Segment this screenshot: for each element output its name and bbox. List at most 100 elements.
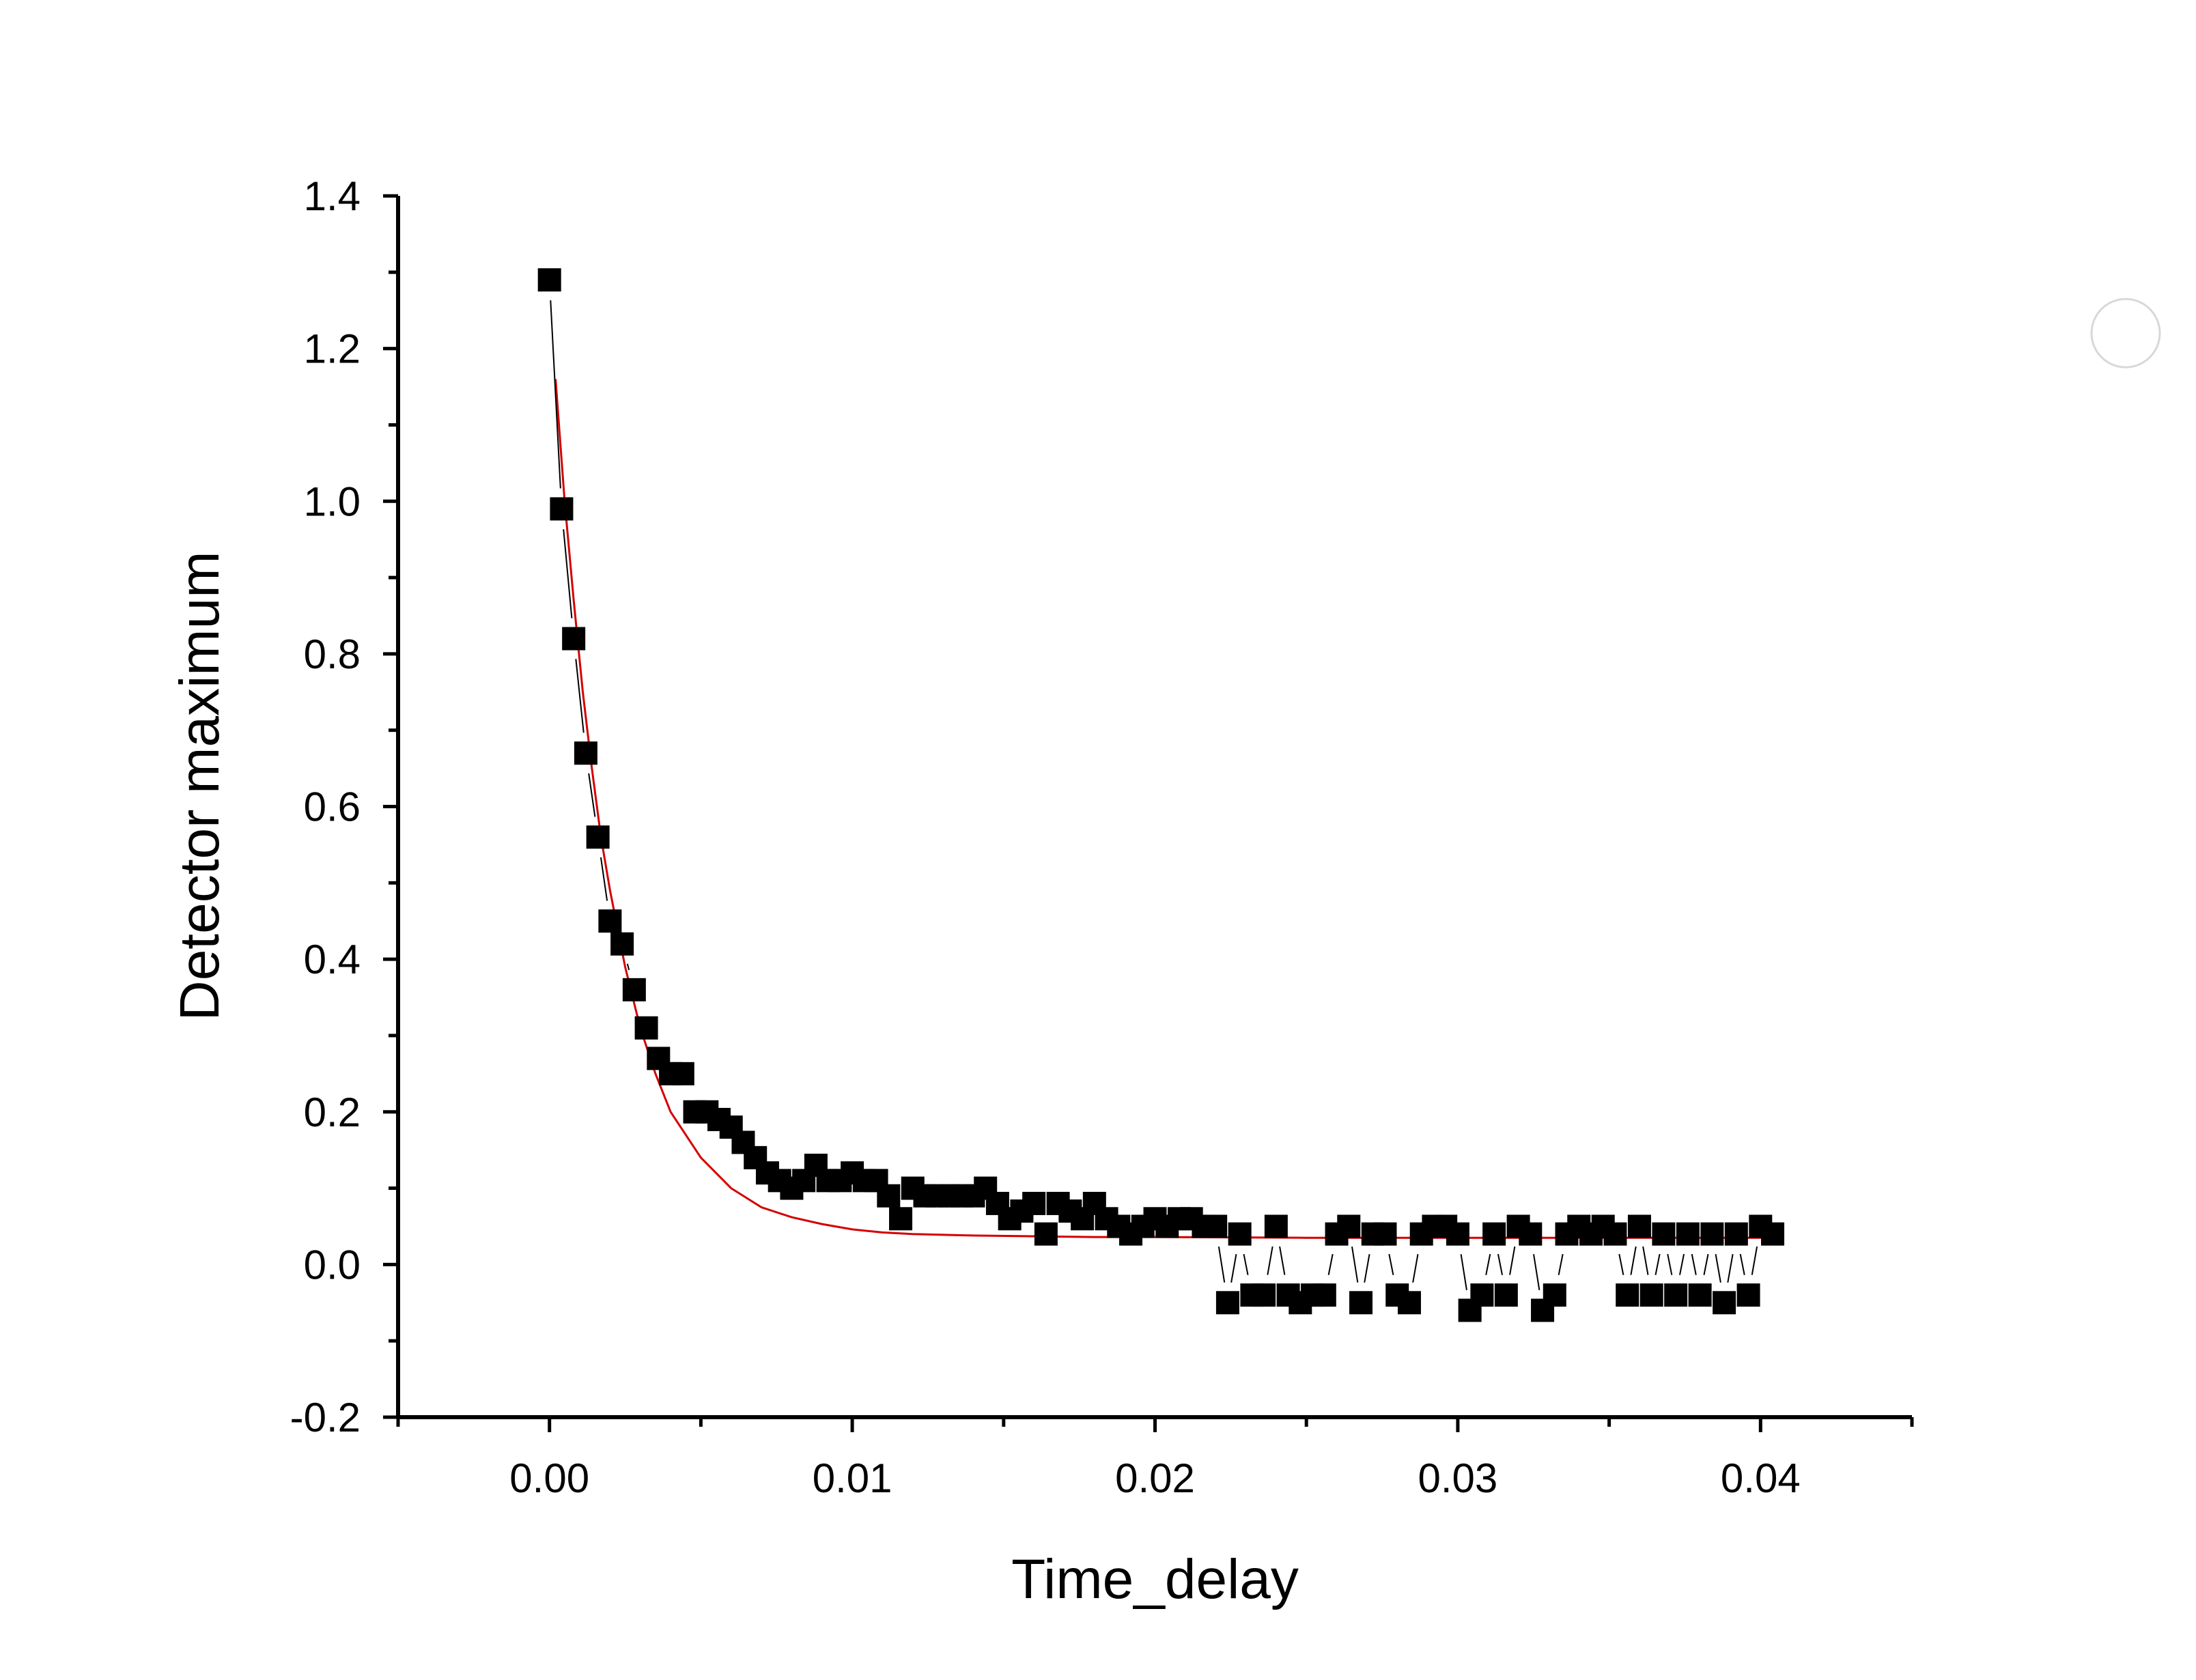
data-connector <box>600 857 608 901</box>
data-point <box>1688 1283 1712 1307</box>
data-connector <box>1558 1253 1564 1275</box>
data-point <box>1446 1222 1469 1246</box>
data-point <box>1034 1222 1058 1246</box>
fit-curve <box>554 379 1773 1239</box>
data-connector <box>1351 1246 1359 1283</box>
y-axis-title: Detector maximum <box>169 551 231 1021</box>
data-point <box>1373 1222 1397 1246</box>
data-connector <box>626 963 630 971</box>
data-connector <box>1715 1254 1721 1283</box>
data-connector <box>1655 1253 1661 1275</box>
x-tick-label: 0.02 <box>1115 1455 1195 1501</box>
data-point <box>1349 1291 1373 1315</box>
data-point <box>1616 1283 1639 1307</box>
y-tick-label: -0.2 <box>290 1395 361 1440</box>
data-point <box>1204 1214 1228 1238</box>
data-point <box>1264 1214 1288 1238</box>
data-connector <box>1691 1253 1697 1275</box>
y-tick-label: 1.0 <box>304 479 361 524</box>
fit-curve-layer <box>554 379 1773 1239</box>
data-point <box>1312 1283 1336 1307</box>
data-point <box>1724 1222 1748 1246</box>
data-connector <box>1412 1254 1419 1283</box>
y-tick-label: 0.0 <box>304 1242 361 1287</box>
data-connector <box>1642 1246 1649 1275</box>
data-connector <box>575 659 585 733</box>
data-point <box>1713 1291 1736 1315</box>
data-connector <box>1509 1246 1516 1275</box>
data-point <box>877 1184 901 1208</box>
data-connector <box>1751 1246 1758 1275</box>
data-connector <box>1230 1254 1237 1283</box>
data-connector <box>1533 1254 1540 1290</box>
data-point <box>1603 1222 1627 1246</box>
data-point <box>1022 1191 1046 1215</box>
data-point <box>1397 1291 1421 1315</box>
data-point <box>1228 1222 1252 1246</box>
data-connector <box>1497 1253 1503 1275</box>
data-connector <box>1667 1253 1673 1275</box>
data-connector <box>1618 1253 1624 1275</box>
x-tick-label: 0.00 <box>509 1455 589 1501</box>
data-point <box>610 932 634 956</box>
data-connector <box>1739 1253 1745 1275</box>
data-connector <box>563 529 573 618</box>
y-tick-label: 0.2 <box>304 1090 361 1135</box>
data-point <box>574 741 597 765</box>
x-tick-label: 0.04 <box>1721 1455 1801 1501</box>
data-connector <box>1364 1254 1370 1283</box>
data-connector <box>1630 1246 1637 1275</box>
data-marker-layer <box>537 268 1785 1322</box>
data-point <box>1664 1283 1688 1307</box>
data-point <box>537 268 561 291</box>
y-tick-label: 1.4 <box>304 173 361 219</box>
data-point <box>634 1016 658 1040</box>
data-point <box>889 1207 913 1231</box>
data-point <box>550 497 574 521</box>
y-tick-label: 0.6 <box>304 784 361 830</box>
data-connector <box>1460 1254 1467 1290</box>
data-connector <box>1679 1253 1685 1275</box>
data-point <box>1736 1283 1760 1307</box>
data-point <box>1639 1283 1663 1307</box>
data-point <box>1215 1291 1239 1315</box>
data-connector <box>1727 1254 1734 1283</box>
data-point <box>586 825 610 849</box>
data-point <box>671 1062 694 1085</box>
data-connector <box>1217 1246 1226 1283</box>
data-point <box>1337 1214 1361 1238</box>
data-point <box>1676 1222 1700 1246</box>
data-connector <box>1279 1246 1286 1275</box>
data-connector <box>588 773 596 817</box>
data-connector <box>1327 1253 1334 1275</box>
data-connector <box>1267 1246 1273 1275</box>
data-point <box>622 978 646 1001</box>
data-point <box>1482 1222 1506 1246</box>
data-point <box>1494 1283 1518 1307</box>
data-connector <box>1703 1253 1709 1275</box>
y-tick-label: 1.2 <box>304 326 361 372</box>
y-tick-label: 0.8 <box>304 631 361 677</box>
data-connector <box>1388 1253 1394 1275</box>
data-point <box>1543 1283 1566 1307</box>
data-point <box>1700 1222 1724 1246</box>
data-connector <box>550 300 561 489</box>
y-tick-label: 0.4 <box>304 937 361 982</box>
x-tick-label: 0.03 <box>1418 1455 1498 1501</box>
data-point <box>1627 1214 1651 1238</box>
circle-icon <box>2090 298 2161 369</box>
data-point <box>1652 1222 1676 1246</box>
data-point <box>1761 1222 1785 1246</box>
x-axis-title: Time_delay <box>1011 1548 1299 1610</box>
ticks: 0.00 0.01 0.02 0.03 0.04 -0.2 0.0 0.2 0.4 0.6 0.8 1… <box>290 173 1914 1501</box>
data-point <box>1470 1283 1494 1307</box>
data-point <box>598 909 622 933</box>
data-point <box>562 627 586 651</box>
data-connector <box>1243 1253 1249 1275</box>
data-connector <box>1485 1253 1491 1275</box>
data-point <box>1519 1222 1543 1246</box>
data-point <box>1252 1283 1276 1307</box>
x-tick-label: 0.01 <box>813 1455 892 1501</box>
data-connector-layer <box>550 300 1758 1290</box>
